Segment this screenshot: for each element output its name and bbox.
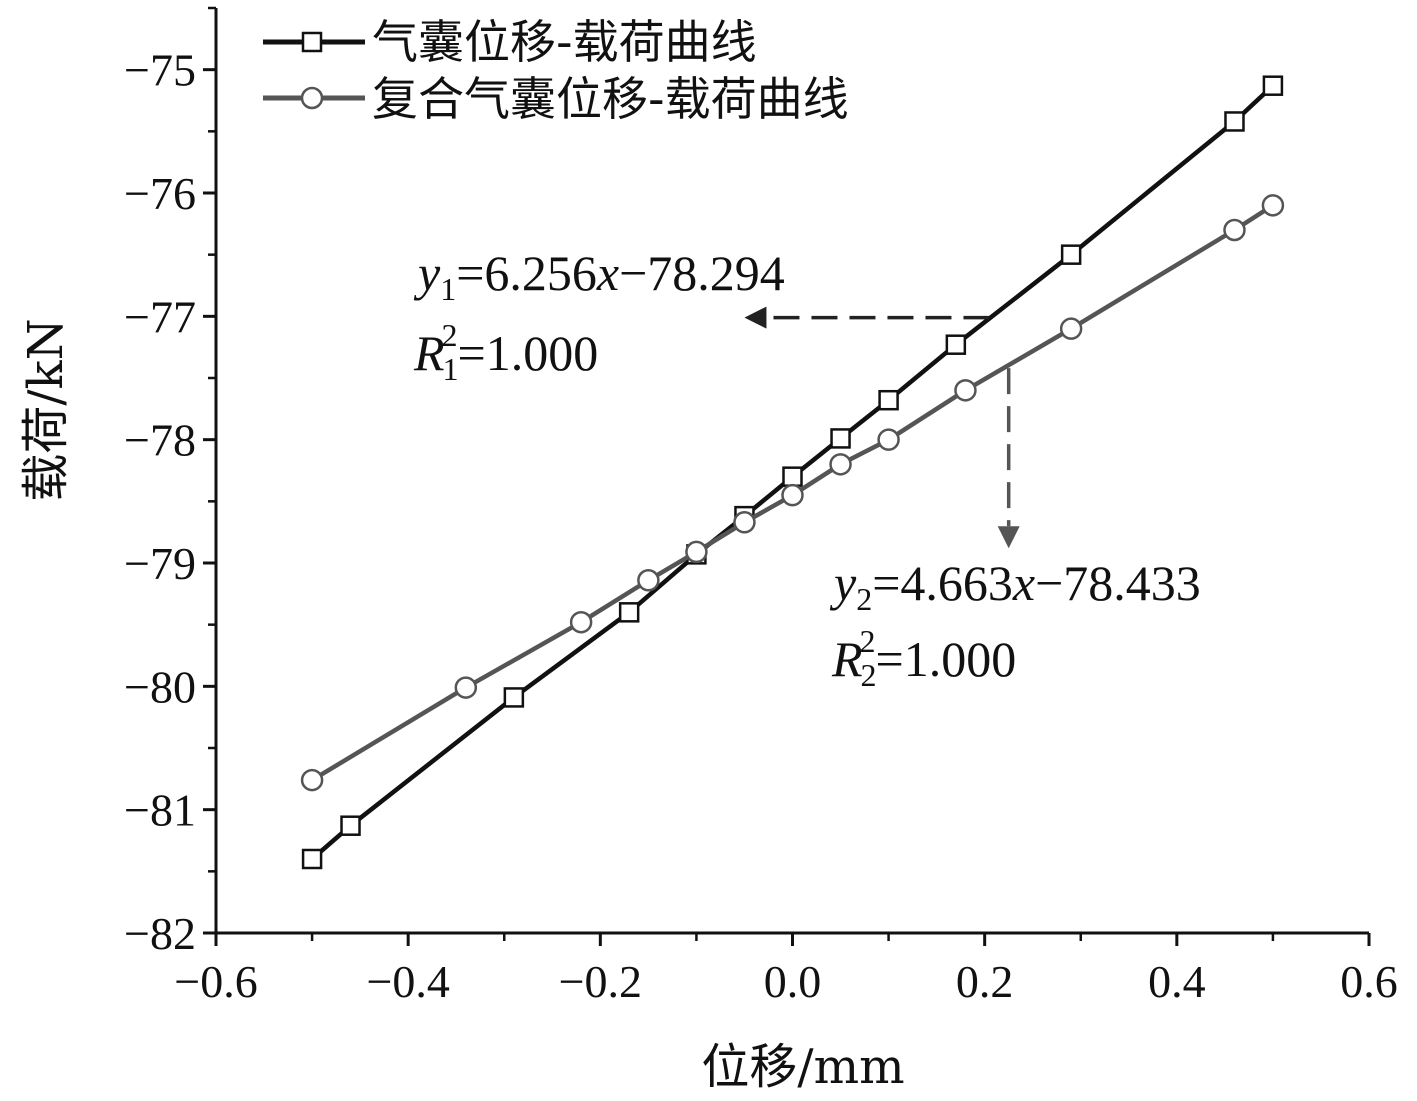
y-axis-title: 载荷/kN [18,318,74,501]
r2-1-sup: 2 [442,317,458,353]
legend-label-series-1: 气囊位移-载荷曲线 [372,15,757,69]
equation-1: y1=6.256x−78.294 [413,245,785,307]
equation-2-sub: 2 [856,581,872,617]
series-2-point [733,511,756,534]
series-layer [300,75,1285,870]
series-2-point [1261,194,1285,217]
series-1-point [301,848,323,870]
equation-2-rhs-a: =4.663 [872,555,1013,611]
series-1 [301,75,1284,870]
r2-1-rhs: =1.000 [458,325,599,381]
equation-1-rhs-var: x [596,245,619,301]
series-2-point [877,428,900,451]
x-tick-label: −0.4 [366,956,449,1007]
r2-2-var: R [831,631,863,687]
x-tick-label: 0.6 [1340,956,1398,1007]
series-2-point [954,379,977,402]
x-tick-label: 0.4 [1148,956,1206,1007]
legend: 气囊位移-载荷曲线 复合气囊位移-载荷曲线 [263,15,849,126]
x-tick-label: −0.2 [559,956,642,1007]
equation-1-rhs-b: −78.294 [619,245,785,301]
series-2-point [1059,317,1083,340]
equation-2: y2=4.663x−78.433 [829,555,1201,617]
legend-label-series-2: 复合气囊位移-载荷曲线 [372,72,849,126]
annotation-1-arrow-head [744,306,767,329]
ticks: −0.6 −0.4 −0.2 0.0 0.2 0.4 0.6 −82 −81 −80 −79 −78 −… [124,6,1398,1007]
r2-2-sup: 2 [860,623,876,659]
equation-2-rhs-b: −78.433 [1035,555,1201,611]
r2-1-sub: 1 [443,351,459,387]
legend-marker-series-1 [301,31,323,53]
series-1-point [1262,75,1284,96]
y-tick-label: −77 [124,291,196,342]
annotations [744,306,1020,549]
x-tick-label: 0.2 [956,956,1014,1007]
series-1-point [878,389,899,411]
y-tick-label: −80 [124,661,196,712]
r2-1: R12=1.000 [413,317,598,387]
y-tick-label: −76 [124,168,196,219]
r2-2-rhs: =1.000 [876,631,1017,687]
y-tick-label: −78 [124,415,196,466]
x-tick-label: 0.0 [764,956,822,1007]
equation-2-rhs-var: x [1012,555,1035,611]
annotation-2-arrow-head [997,526,1020,549]
series-2-point [637,569,660,592]
series-1-point [782,466,803,487]
r2-2: R22=1.000 [831,623,1016,693]
series-1-point [618,602,640,623]
y-tick-label: −79 [124,538,196,589]
series-2 [300,194,1285,792]
equation-2-var: y [829,555,857,611]
x-tick-label: −0.6 [174,956,257,1007]
series-1-point [340,815,361,836]
y-tick-label: −82 [124,908,196,959]
series-2-point [781,483,804,507]
series-1-point [830,428,851,449]
legend-marker-series-2 [300,86,324,110]
series-2-point [1223,218,1246,242]
series-2-point [829,453,852,476]
equation-1-rhs-a: =6.256 [456,245,597,301]
x-axis-title: 位移/mm [701,1039,904,1095]
r2-2-sub: 2 [861,657,877,693]
y-tick-label: −75 [124,45,196,96]
series-1-point [1224,111,1245,132]
r2-1-var: R [413,325,445,381]
series-1-point [1060,244,1082,265]
series-2-point [569,610,593,634]
series-1-point [945,334,967,355]
series-1-point [503,687,525,708]
equation-1-var: y [413,245,441,301]
series-2-point [685,540,708,564]
y-tick-label: −81 [124,785,196,836]
series-2-point [300,768,324,792]
equation-1-sub: 1 [440,271,456,307]
series-2-point [454,676,478,699]
